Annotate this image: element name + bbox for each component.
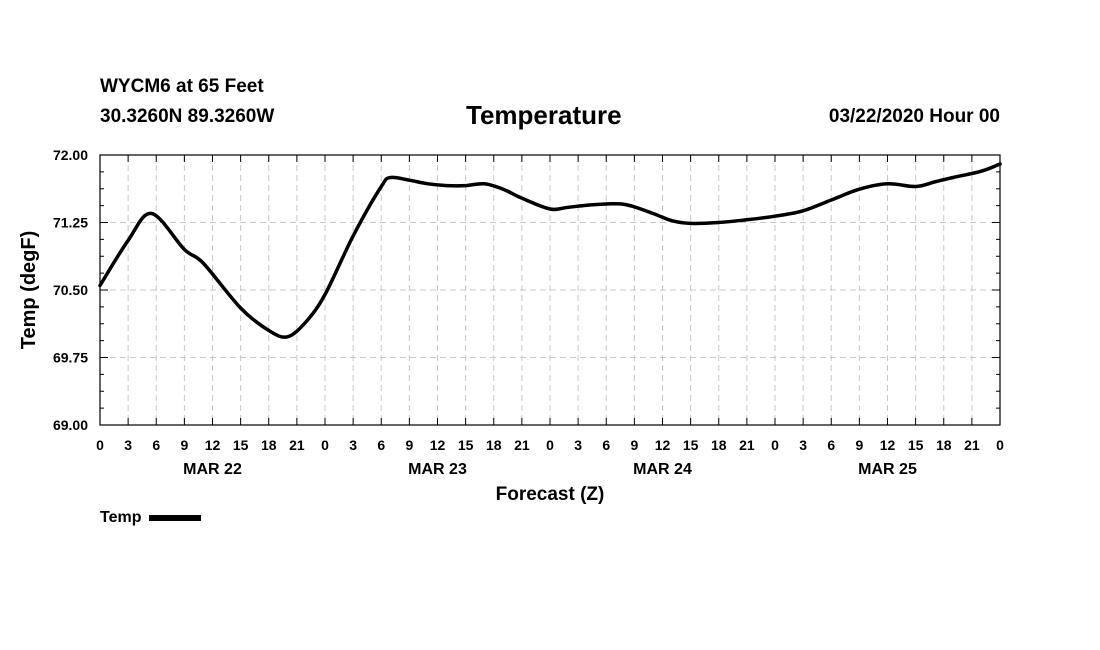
- series-layer: [98, 162, 1002, 339]
- x-tick-label: 18: [936, 437, 952, 453]
- day-label: MAR 25: [858, 461, 917, 478]
- x-tick-label: 6: [827, 437, 835, 453]
- x-tick-label: 12: [880, 437, 896, 453]
- x-tick-label: 3: [349, 437, 357, 453]
- x-tick-label: 0: [771, 437, 779, 453]
- y-tick-label: 69.00: [53, 417, 88, 433]
- x-tick-label: 18: [261, 437, 277, 453]
- legend-label: Temp: [100, 509, 142, 526]
- x-tick-label: 3: [574, 437, 582, 453]
- day-label: MAR 22: [183, 461, 242, 478]
- station-name: WYCM6 at 65 Feet: [100, 76, 264, 97]
- x-tick-label: 9: [855, 437, 863, 453]
- x-tick-label: 12: [430, 437, 446, 453]
- x-tick-label: 15: [458, 437, 474, 453]
- x-tick-label: 21: [514, 437, 530, 453]
- x-tick-label: 3: [799, 437, 807, 453]
- x-tick-label: 12: [205, 437, 221, 453]
- x-tick-label: 6: [377, 437, 385, 453]
- y-tick-label: 72.00: [53, 147, 88, 163]
- x-tick-label: 21: [964, 437, 980, 453]
- x-tick-label: 3: [124, 437, 132, 453]
- station-coordinates: 30.3260N 89.3260W: [100, 106, 275, 127]
- x-tick-label: 0: [96, 437, 104, 453]
- y-tick-label: 71.25: [53, 215, 88, 231]
- x-tick-label: 6: [602, 437, 610, 453]
- temp-series-line: [98, 162, 1002, 339]
- x-tick-label: 9: [630, 437, 638, 453]
- x-tick-label: 21: [739, 437, 755, 453]
- chart-title: Temperature: [466, 100, 622, 130]
- x-tick-label: 0: [546, 437, 554, 453]
- x-tick-label: 18: [711, 437, 727, 453]
- plot-frame: [99, 154, 1001, 426]
- x-tick-label: 0: [996, 437, 1004, 453]
- forecast-run-time: 03/22/2020 Hour 00: [828, 106, 1000, 127]
- y-tick-label: 70.50: [53, 282, 88, 298]
- legend: Temp: [100, 509, 202, 527]
- x-tick-label: 9: [180, 437, 188, 453]
- x-axis-label: Forecast (Z): [496, 484, 605, 505]
- axes: 0 3 6 9 12 15 18 21 0 3 6 9 12 15 18 21 0 3 6 9 12 15 18 21 0 3 6 9…: [53, 147, 1004, 478]
- day-label: MAR 24: [633, 461, 692, 478]
- grid: [100, 155, 1000, 425]
- x-tick-label: 6: [152, 437, 160, 453]
- x-tick-label: 18: [486, 437, 502, 453]
- day-label: MAR 23: [408, 461, 467, 478]
- x-tick-label: 12: [655, 437, 671, 453]
- x-tick-label: 15: [683, 437, 699, 453]
- x-tick-label: 9: [405, 437, 413, 453]
- x-tick-label: 21: [289, 437, 305, 453]
- legend-swatch: [149, 515, 202, 521]
- x-tick-label: 15: [233, 437, 249, 453]
- y-tick-label: 69.75: [53, 350, 88, 366]
- x-tick-label: 0: [321, 437, 329, 453]
- y-axis-label: Temp (degF): [18, 231, 40, 350]
- x-tick-label: 15: [908, 437, 924, 453]
